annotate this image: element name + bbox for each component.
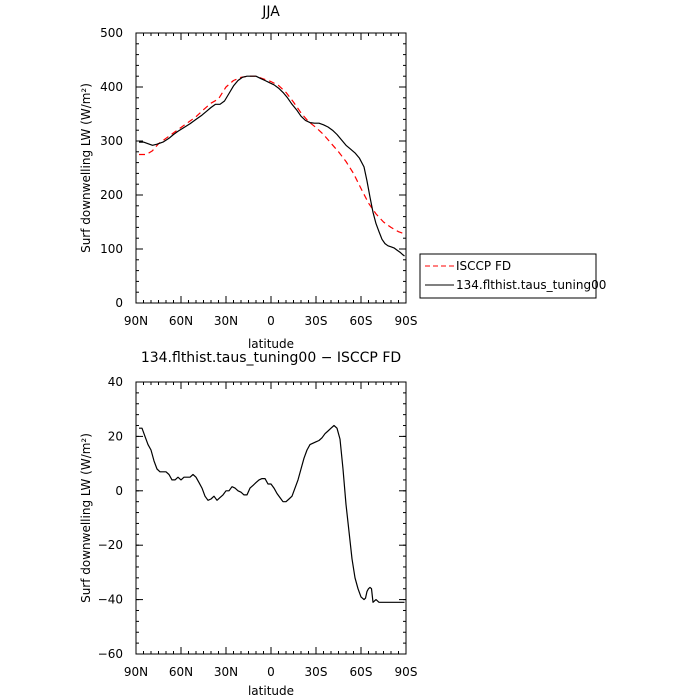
series-layer xyxy=(139,424,405,603)
y-tick-label: 400 xyxy=(100,80,123,94)
y-tick-label: 200 xyxy=(100,188,123,202)
series-layer xyxy=(139,75,405,257)
legend-label-model: 134.flthist.taus_tuning00 xyxy=(456,278,606,292)
y-axis-label: Surf downwelling LW (W/m²) xyxy=(79,433,93,603)
top-panel: JJA latitude Surf downwelling LW (W/m²) … xyxy=(79,4,417,351)
x-tick-label: 0 xyxy=(267,314,275,328)
legend-box xyxy=(419,253,597,299)
legend: ISCCP FD 134.flthist.taus_tuning00 xyxy=(419,253,606,299)
y-tick-label: 0 xyxy=(115,296,123,310)
plot-frame xyxy=(135,32,407,304)
x-tick-label: 60S xyxy=(350,314,373,328)
tick-labels: 90N 60N 30N 0 30S 60S 90S −60 −40 −20 0 20 40 xyxy=(98,375,418,679)
y-tick-label: 20 xyxy=(108,429,123,443)
tick-labels: 90N 60N 30N 0 30S 60S 90S 0 100 200 300 400 500 xyxy=(100,26,417,328)
chart-title: JJA xyxy=(261,4,280,20)
x-tick-label: 90N xyxy=(124,665,148,679)
x-tick-label: 0 xyxy=(267,665,275,679)
x-tick-label: 90S xyxy=(395,665,418,679)
chart-title: 134.flthist.taus_tuning00 − ISCCP FD xyxy=(141,350,401,366)
legend-label-isccp: ISCCP FD xyxy=(456,259,511,273)
x-tick-label: 60N xyxy=(169,665,193,679)
series-line-0 xyxy=(139,75,405,235)
plot-frame xyxy=(135,381,407,655)
y-tick-label: −60 xyxy=(98,647,123,661)
tick-marks xyxy=(135,32,407,304)
x-axis-label: latitude xyxy=(248,337,294,351)
y-tick-label: 40 xyxy=(108,375,123,389)
x-tick-label: 90N xyxy=(124,314,148,328)
x-axis-label: latitude xyxy=(248,684,294,698)
x-tick-label: 90S xyxy=(395,314,418,328)
y-tick-label: 100 xyxy=(100,242,123,256)
x-tick-label: 30N xyxy=(214,665,238,679)
x-tick-label: 30S xyxy=(305,665,328,679)
y-tick-label: −40 xyxy=(98,593,123,607)
x-tick-label: 30S xyxy=(305,314,328,328)
tick-marks xyxy=(135,381,407,655)
bottom-panel: 134.flthist.taus_tuning00 − ISCCP FD lat… xyxy=(79,350,417,698)
y-axis-label: Surf downwelling LW (W/m²) xyxy=(79,83,93,253)
y-tick-label: 500 xyxy=(100,26,123,40)
x-tick-label: 60S xyxy=(350,665,373,679)
y-tick-label: 0 xyxy=(115,484,123,498)
x-tick-label: 60N xyxy=(169,314,193,328)
x-tick-label: 30N xyxy=(214,314,238,328)
y-tick-label: −20 xyxy=(98,538,123,552)
series-line-1 xyxy=(139,75,405,257)
series-line-0 xyxy=(139,424,405,603)
y-tick-label: 300 xyxy=(100,134,123,148)
